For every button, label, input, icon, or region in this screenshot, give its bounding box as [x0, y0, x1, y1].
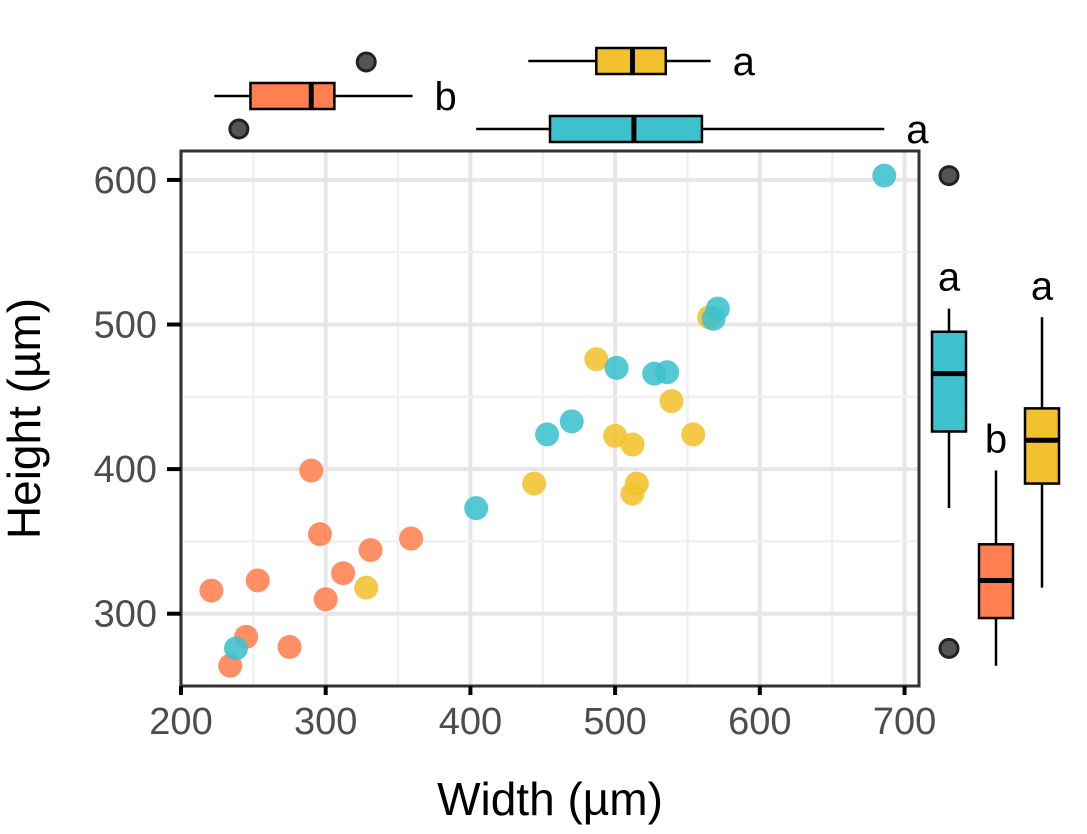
y-tick-label: 400 — [94, 449, 157, 491]
y-boxplot-outlier — [938, 165, 960, 187]
data-point — [624, 471, 649, 496]
data-point — [655, 360, 680, 385]
data-point — [223, 636, 248, 661]
data-point — [559, 409, 584, 434]
y-boxplot-box — [930, 330, 968, 433]
data-point — [872, 163, 897, 188]
data-point — [199, 578, 224, 603]
x-tick-label: 700 — [873, 701, 936, 743]
y-boxplot-letter: a — [938, 256, 961, 300]
x-tick-label: 300 — [294, 701, 357, 743]
y-marginal-boxplots: a b a — [930, 165, 1061, 666]
data-point — [399, 526, 424, 551]
data-point — [705, 296, 730, 321]
x-boxplot-box — [548, 114, 704, 144]
x-tick-label: 400 — [439, 701, 502, 743]
y-boxplot-letter: a — [1031, 264, 1054, 308]
x-boxplot-letter: a — [733, 40, 756, 84]
x-boxplot-letter: a — [906, 108, 929, 152]
y-tick-label: 600 — [94, 160, 157, 202]
data-point — [331, 561, 356, 586]
plot-panel-border — [179, 149, 921, 688]
x-marginal-boxplots: b a a — [214, 40, 929, 152]
y-tick-label: 300 — [94, 594, 157, 636]
x-tick-label: 500 — [583, 701, 646, 743]
data-point — [584, 347, 609, 372]
x-tick-label: 600 — [728, 701, 791, 743]
y-boxplot-letter: b — [985, 418, 1007, 462]
data-point — [307, 522, 332, 547]
data-point — [277, 634, 302, 659]
data-point — [354, 575, 379, 600]
y-boxplot-outlier — [938, 637, 960, 659]
x-tick-label: 200 — [149, 701, 212, 743]
x-boxplot-box — [249, 81, 336, 111]
y-axis-title: Height (µm) — [0, 298, 50, 539]
data-point — [358, 538, 383, 563]
data-point — [464, 496, 489, 521]
data-point — [620, 432, 645, 457]
data-point — [245, 568, 270, 593]
y-boxplot-box — [1023, 407, 1061, 485]
data-point — [299, 458, 324, 483]
grid-lines — [179, 151, 919, 688]
axes: 200 300 400 500 600 700 300 400 500 600 — [94, 160, 937, 743]
data-point — [313, 587, 338, 612]
x-boxplot-letter: b — [435, 75, 457, 119]
data-point — [659, 389, 684, 414]
x-boxplot-outlier — [228, 118, 250, 140]
x-axis-title: Width (µm) — [437, 773, 663, 825]
data-point — [522, 471, 547, 496]
data-point — [681, 422, 706, 447]
data-points — [199, 163, 897, 678]
data-point — [535, 422, 560, 447]
x-boxplot-outlier — [355, 51, 377, 73]
data-point — [604, 355, 629, 380]
y-tick-label: 500 — [94, 305, 157, 347]
